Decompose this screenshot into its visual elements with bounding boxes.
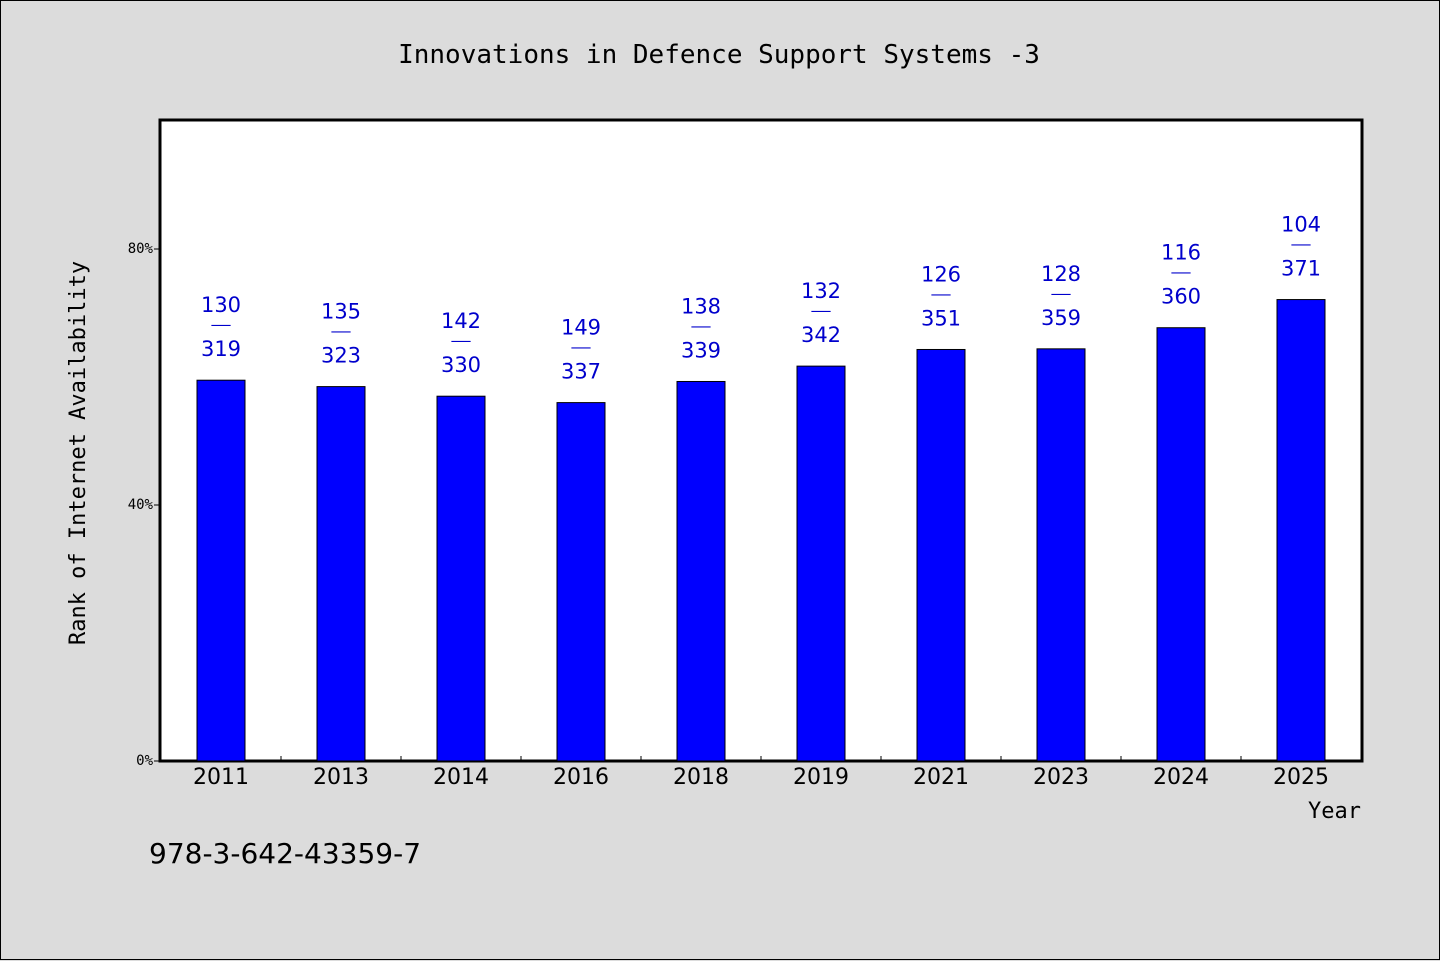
bar-2013 [316,386,366,762]
y-tick-label: 0% [136,753,153,769]
x-axis-ticks: 2011 2013 2014 2016 2018 2019 2021 2023 2024 2025 [193,756,1329,790]
x-tick-label: 2024 [1153,765,1209,790]
bar-label-top: 126 [921,262,961,286]
bar-label-bottom: 371 [1281,257,1321,281]
bar-label-top: 132 [801,279,841,303]
y-tick-label: 80% [128,241,154,257]
x-tick-label: 2021 [913,765,969,790]
bar-label-separator: —— [691,316,711,335]
bar-label-separator: —— [451,331,471,350]
bar-2018 [676,380,726,762]
bar-2019 [796,365,846,762]
bar-2021 [916,348,966,762]
bar-2023 [1036,348,1086,762]
bar-label-top: 149 [561,316,601,340]
x-tick-label: 2019 [793,765,849,790]
bar-label-top: 128 [1041,262,1081,286]
bar-label-bottom: 323 [321,344,361,368]
y-axis-ticks: 0% 40% 80% [128,241,161,769]
bar-label-separator: —— [1051,284,1071,303]
y-axis-label: Rank of Internet Availability [66,261,91,645]
bar-label-top: 138 [681,294,721,318]
x-tick-label: 2014 [433,765,489,790]
bars-group [196,299,1326,762]
bar-label-separator: —— [1291,235,1311,254]
bar-labels-group: 130——319135——323142——330149——337138——339… [201,213,1321,384]
chart-title: Innovations in Defence Support Systems -… [398,40,1040,70]
bar-label-top: 142 [441,309,481,333]
bar-label-bottom: 330 [441,353,481,377]
bar-label-top: 116 [1161,241,1201,265]
bar-label-separator: —— [811,301,831,320]
footnote-isbn: 978-3-642-43359-7 [149,837,421,870]
bar-2011 [196,379,246,762]
bar-label-top: 135 [321,300,361,324]
x-axis-label: Year [1308,799,1361,824]
bar-label-bottom: 337 [561,360,601,384]
bar-2016 [556,402,606,762]
bar-2025 [1276,299,1326,762]
bar-label-top: 104 [1281,213,1321,237]
bar-2024 [1156,327,1206,762]
bar-label-bottom: 360 [1161,285,1201,309]
bar-label-bottom: 342 [801,323,841,347]
x-tick-label: 2018 [673,765,729,790]
x-tick-label: 2011 [193,765,249,790]
y-tick-label: 40% [128,497,154,513]
bar-label-bottom: 319 [201,337,241,361]
bar-label-bottom: 359 [1041,306,1081,330]
bar-label-separator: —— [331,322,351,341]
x-tick-label: 2016 [553,765,609,790]
bar-label-top: 130 [201,293,241,317]
x-tick-label: 2025 [1273,765,1329,790]
bar-label-separator: —— [571,338,591,357]
bar-label-bottom: 339 [681,338,721,362]
bar-label-separator: —— [211,315,231,334]
x-tick-label: 2013 [313,765,369,790]
bar-label-separator: —— [931,284,951,303]
bar-label-bottom: 351 [921,306,961,330]
bar-2014 [436,395,486,762]
x-tick-label: 2023 [1033,765,1089,790]
bar-label-separator: —— [1171,263,1191,282]
